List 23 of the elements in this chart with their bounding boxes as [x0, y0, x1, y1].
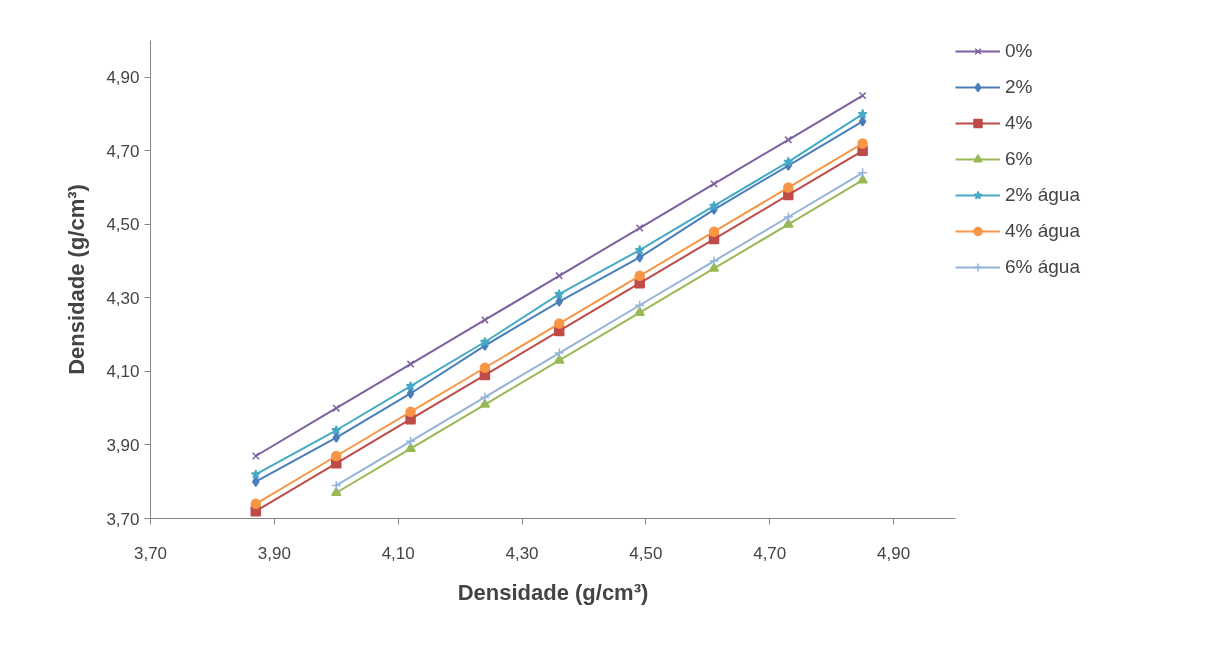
x-axis-title: Densidade (g/cm³)	[457, 579, 649, 605]
y-tick-label: 4,10	[106, 362, 140, 382]
legend-label: 0%	[1005, 40, 1033, 62]
x-tick-label: 4,30	[505, 543, 539, 563]
legend-label: 4% água	[1005, 220, 1081, 242]
y-axis-title: Densidade (g/cm³)	[64, 184, 90, 375]
x-tick-label: 3,90	[257, 543, 291, 563]
x-tick-label: 4,10	[381, 543, 415, 563]
y-tick-label: 4,70	[106, 141, 140, 161]
x-tick-label: 4,50	[629, 543, 663, 563]
y-tick-label: 4,90	[106, 68, 140, 88]
x-tick-label: 3,70	[133, 543, 168, 563]
legend-label: 6%	[1005, 148, 1033, 170]
x-tick-label: 4,70	[753, 543, 787, 563]
legend-label: 2%	[1005, 76, 1033, 98]
y-tick-label: 3,70	[106, 509, 140, 529]
x-tick-label: 4,90	[877, 543, 911, 563]
y-tick-label: 4,50	[106, 215, 140, 235]
y-tick-label: 4,30	[106, 288, 140, 308]
legend-label: 2% água	[1005, 184, 1081, 206]
y-tick-label: 3,90	[106, 435, 140, 455]
legend-label: 6% água	[1005, 256, 1081, 278]
legend-label: 4%	[1005, 112, 1033, 134]
